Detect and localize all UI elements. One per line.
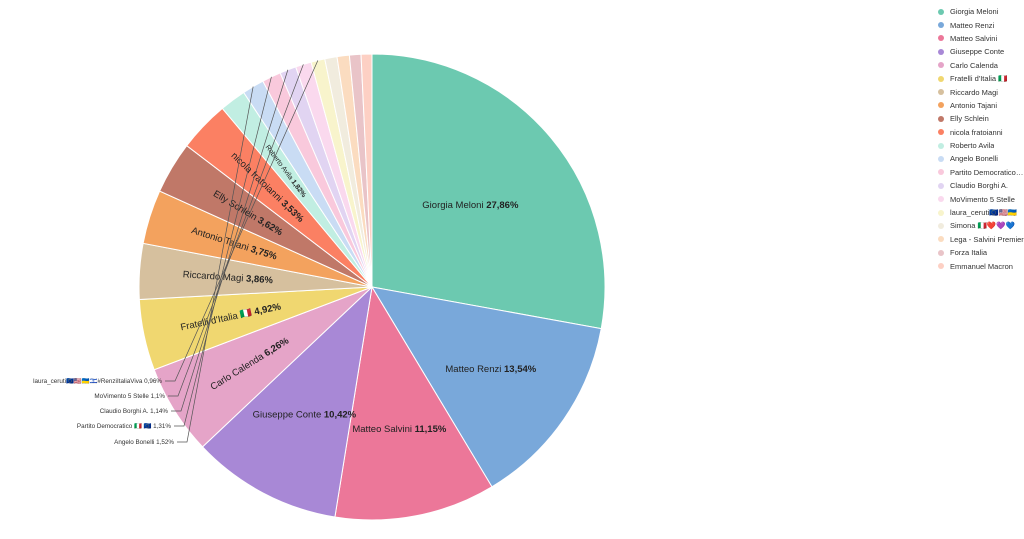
legend-label: Partito Democratico 🇮🇹 🇪🇺 xyxy=(950,167,1024,177)
legend-swatch xyxy=(938,22,944,29)
legend-swatch xyxy=(938,182,944,189)
legend-swatch xyxy=(938,75,944,82)
legend-item[interactable]: Roberto Avila xyxy=(938,139,1024,152)
legend-swatch xyxy=(938,62,944,69)
slice-label: Matteo Salvini 11,15% xyxy=(352,423,447,434)
legend-item[interactable]: Antonio Tajani xyxy=(938,99,1024,112)
legend-item[interactable]: Carlo Calenda xyxy=(938,59,1024,72)
outer-slice-label: Claudio Borghi A. 1,14% xyxy=(100,408,169,415)
leader-line xyxy=(171,69,289,412)
legend-label: Matteo Salvini xyxy=(950,33,998,43)
legend-item[interactable]: Emmanuel Macron xyxy=(938,259,1024,272)
legend-swatch xyxy=(938,222,944,229)
legend-item[interactable]: laura_ceruti🇪🇺🇺🇸🇺🇦 xyxy=(938,206,1024,219)
legend-swatch xyxy=(938,115,944,122)
legend-swatch xyxy=(938,249,944,256)
legend-label: nicola fratoianni xyxy=(950,127,1003,137)
legend-swatch xyxy=(938,196,944,203)
leader-line xyxy=(168,64,304,397)
legend-item[interactable]: Giuseppe Conte xyxy=(938,45,1024,58)
pie-slice[interactable] xyxy=(334,285,493,521)
pie-slice[interactable] xyxy=(371,53,606,330)
legend-label: Angelo Bonelli xyxy=(950,154,998,164)
legend-label: Roberto Avila xyxy=(950,141,995,151)
legend-label: laura_ceruti🇪🇺🇺🇸🇺🇦 xyxy=(950,208,1018,218)
legend-swatch xyxy=(938,263,944,270)
legend-swatch xyxy=(938,236,944,243)
legend-swatch xyxy=(938,35,944,42)
legend-item[interactable]: Partito Democratico 🇮🇹 🇪🇺 xyxy=(938,166,1024,179)
legend-swatch xyxy=(938,48,944,55)
legend-item[interactable]: Elly Schlein xyxy=(938,112,1024,125)
slice-label: Giorgia Meloni 27,86% xyxy=(422,199,519,210)
legend-label: Giuseppe Conte xyxy=(950,47,1005,57)
legend-item[interactable]: Fratelli d'Italia 🇮🇹 xyxy=(938,72,1024,85)
outer-slice-label: Partito Democratico 🇮🇹 🇪🇺 1,31% xyxy=(77,422,171,430)
legend-item[interactable]: Forza Italia xyxy=(938,246,1024,259)
legend-label: Carlo Calenda xyxy=(950,60,998,70)
legend-label: Riccardo Magi xyxy=(950,87,998,97)
legend-item[interactable]: Matteo Salvini xyxy=(938,32,1024,45)
legend-label: Lega - Salvini Premier xyxy=(950,234,1024,244)
legend-label: Simona 🇮🇹❤️💜💙 xyxy=(950,221,1015,231)
legend-swatch xyxy=(938,102,944,109)
legend-item[interactable]: MoVimento 5 Stelle xyxy=(938,192,1024,205)
outer-slice-label: MoVimento 5 Stelle 1,1% xyxy=(94,393,165,400)
legend-label: Giorgia Meloni xyxy=(950,7,999,17)
leader-line xyxy=(177,86,254,443)
legend-label: Emmanuel Macron xyxy=(950,261,1013,271)
slice-label: Giuseppe Conte 10,42% xyxy=(253,409,357,420)
legend-swatch xyxy=(938,142,944,149)
outer-slice-label: laura_ceruti🇪🇺🇺🇸🇺🇦🇮🇱#RenziItaliaViva 0,9… xyxy=(33,377,162,385)
leader-line xyxy=(165,60,319,382)
outer-slice-label: Angelo Bonelli 1,52% xyxy=(114,439,174,446)
chart-legend: Giorgia Meloni Matteo Renzi Matteo Salvini… xyxy=(938,5,1024,273)
legend-label: Matteo Renzi xyxy=(950,20,995,30)
legend-item[interactable]: Angelo Bonelli xyxy=(938,152,1024,165)
legend-label: Forza Italia xyxy=(950,248,988,258)
legend-swatch xyxy=(938,129,944,136)
legend-swatch xyxy=(938,169,944,176)
legend-item[interactable]: nicola fratoianni xyxy=(938,126,1024,139)
legend-label: Claudio Borghi A. xyxy=(950,181,1008,191)
legend-swatch xyxy=(938,209,944,216)
legend-item[interactable]: Matteo Renzi xyxy=(938,18,1024,31)
slice-label: Riccardo Magi 3,86% xyxy=(182,269,273,286)
legend-item[interactable]: Giorgia Meloni xyxy=(938,5,1024,18)
pie-slice[interactable] xyxy=(201,285,373,518)
legend-label: MoVimento 5 Stelle xyxy=(950,194,1015,204)
legend-swatch xyxy=(938,89,944,96)
legend-label: Fratelli d'Italia 🇮🇹 xyxy=(950,74,1008,84)
legend-item[interactable]: Claudio Borghi A. xyxy=(938,179,1024,192)
legend-item[interactable]: Simona 🇮🇹❤️💜💙 xyxy=(938,219,1024,232)
pie-slice[interactable] xyxy=(360,53,373,288)
pie-slice[interactable] xyxy=(371,286,602,488)
legend-swatch xyxy=(938,8,944,15)
legend-item[interactable]: Lega - Salvini Premier xyxy=(938,233,1024,246)
legend-item[interactable]: Riccardo Magi xyxy=(938,85,1024,98)
leader-line xyxy=(174,76,272,427)
legend-label: Elly Schlein xyxy=(950,114,989,124)
legend-label: Antonio Tajani xyxy=(950,100,997,110)
slice-label: Matteo Renzi 13,54% xyxy=(445,364,536,375)
legend-swatch xyxy=(938,155,944,162)
